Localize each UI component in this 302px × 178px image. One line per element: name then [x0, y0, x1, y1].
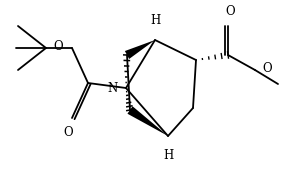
Polygon shape: [125, 40, 155, 59]
Text: N: N: [108, 82, 118, 95]
Text: O: O: [225, 5, 235, 18]
Text: O: O: [53, 40, 63, 53]
Polygon shape: [127, 106, 168, 136]
Text: O: O: [262, 62, 271, 75]
Text: H: H: [150, 14, 160, 27]
Text: H: H: [163, 149, 173, 162]
Text: O: O: [63, 126, 73, 139]
